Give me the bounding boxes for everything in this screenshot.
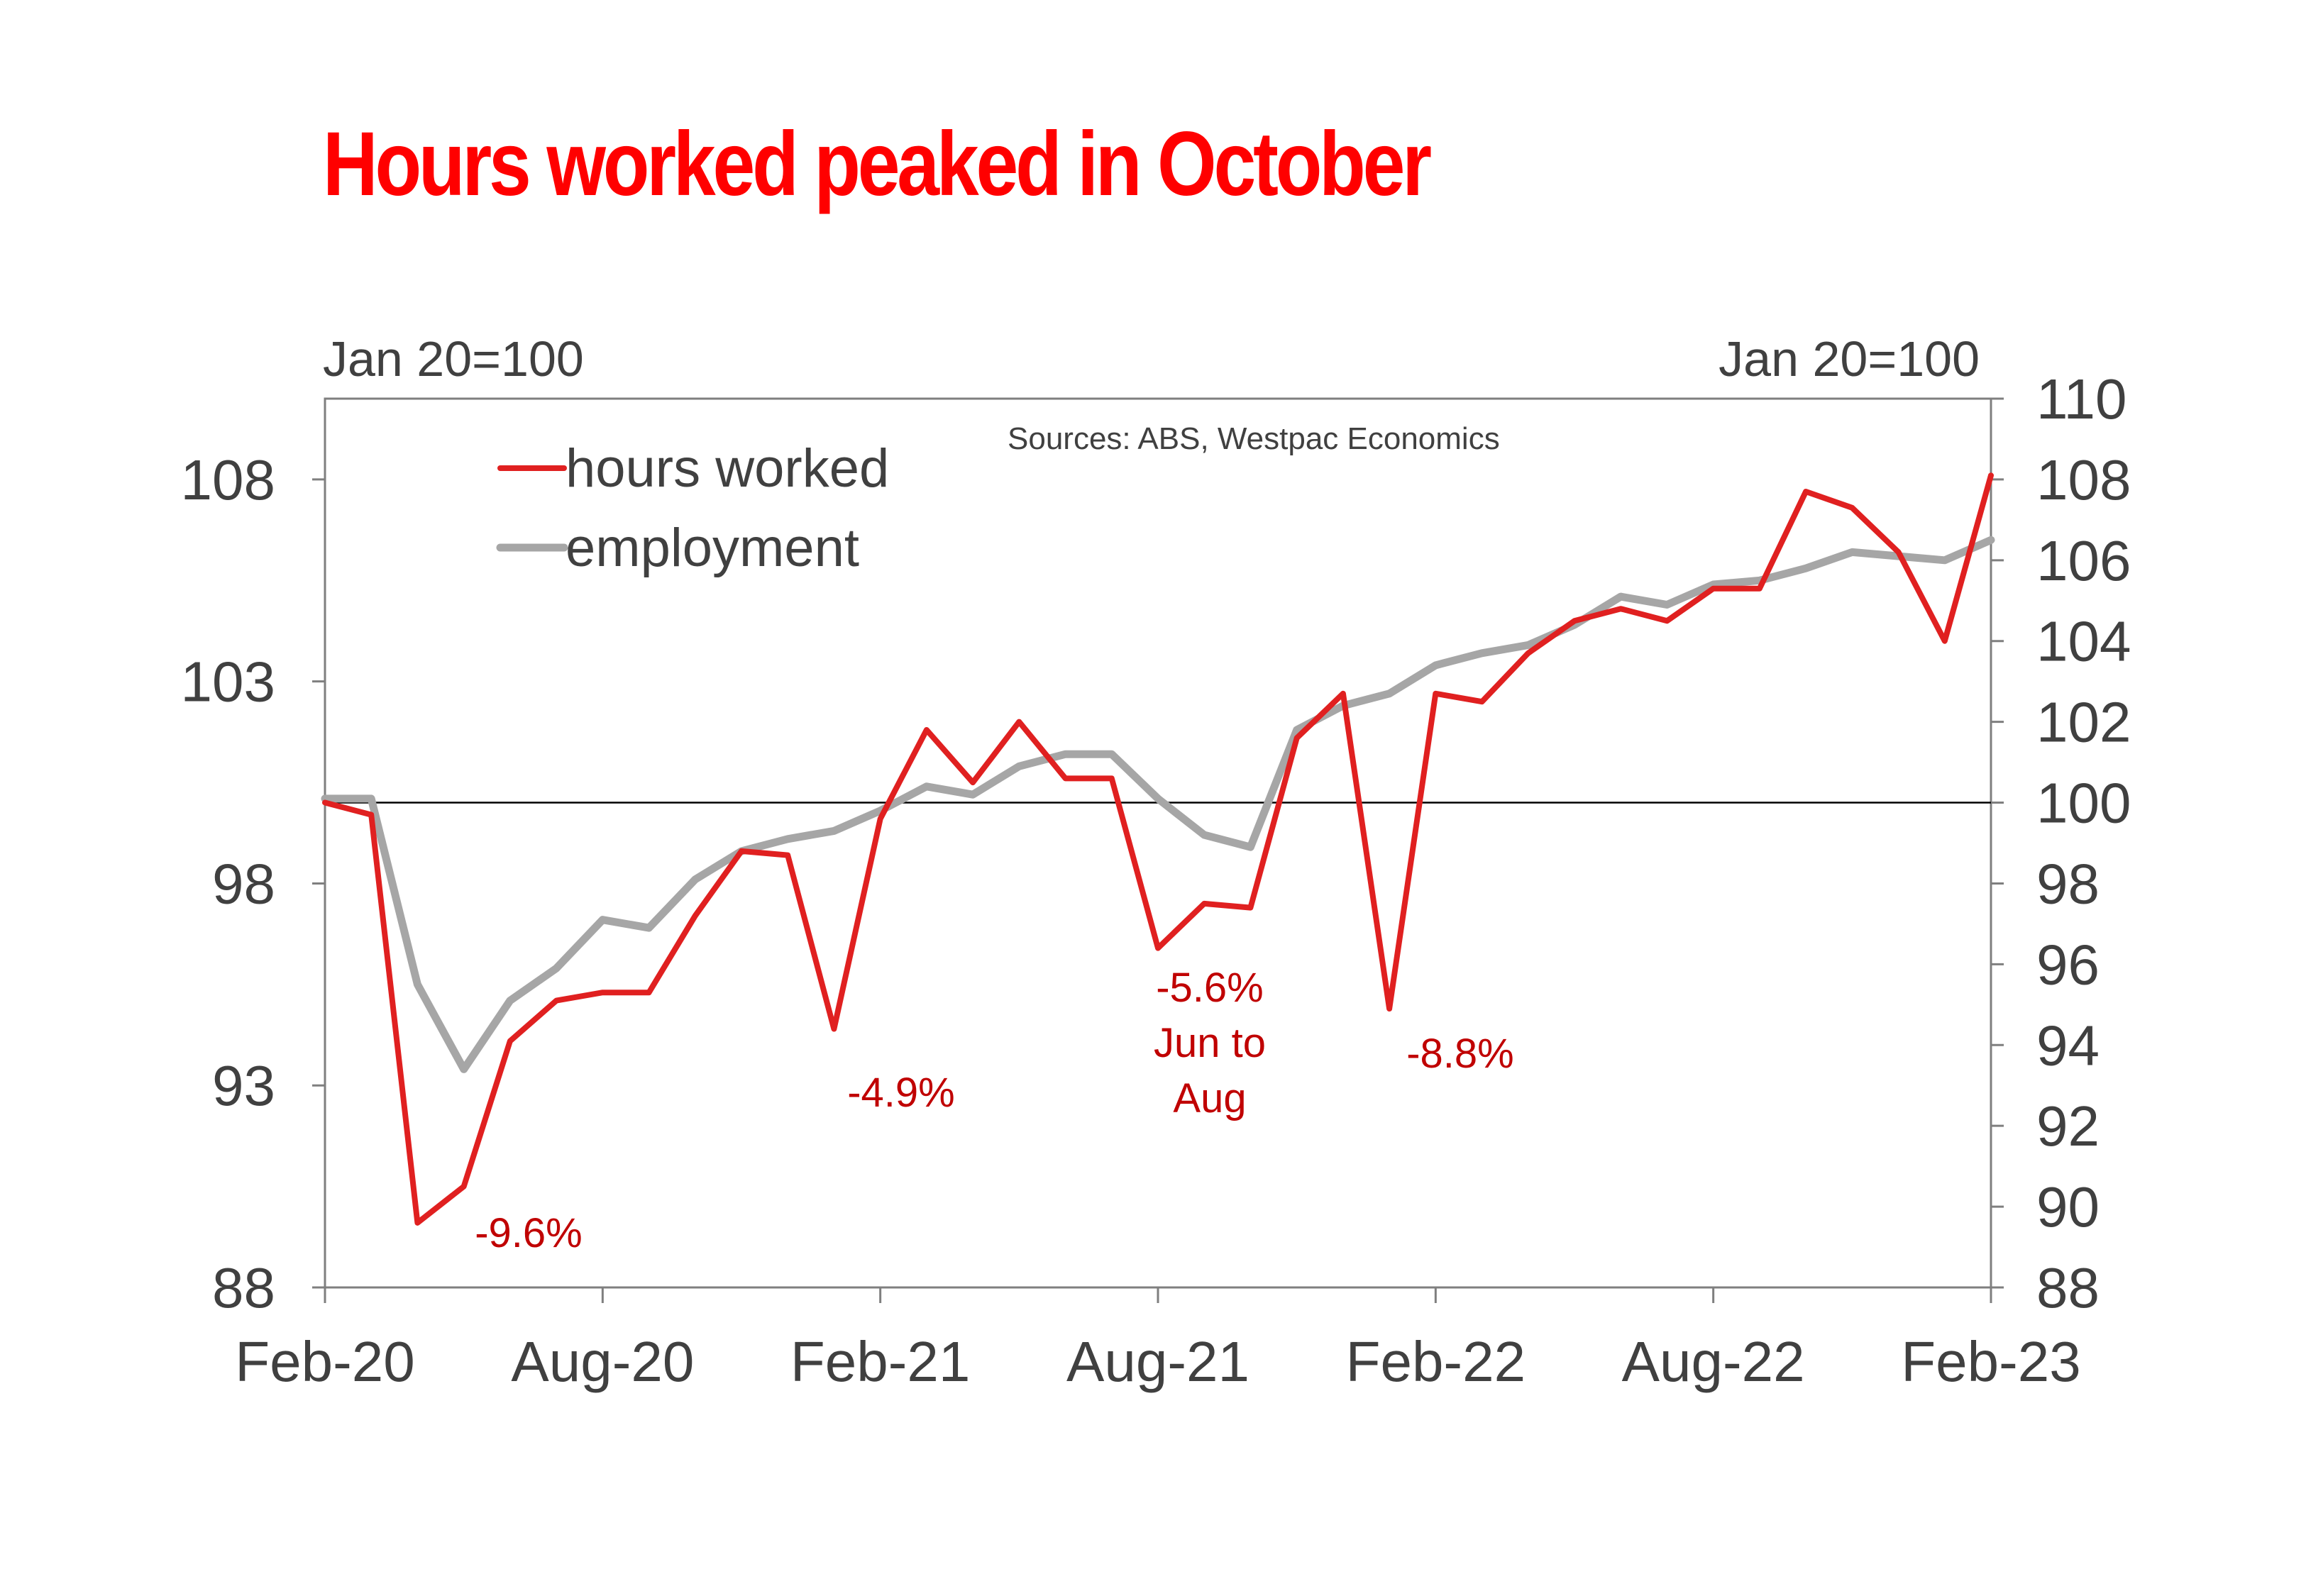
right-tick-label: 92 [2036,1095,2100,1158]
right-tick-label: 106 [2036,529,2131,592]
x-tick-label: Feb-22 [1346,1330,1526,1393]
right-tick-label: 88 [2036,1256,2100,1319]
right-tick-label: 96 [2036,933,2100,996]
x-tick-label: Feb-21 [790,1330,970,1393]
x-tick-label: Aug-21 [1066,1330,1249,1393]
annotation-label: -8.8% [1406,1031,1514,1077]
x-tick-label: Aug-20 [511,1330,694,1393]
right-tick-label: 90 [2036,1175,2100,1238]
left-tick-label: 98 [212,852,275,915]
annotation-label: Aug [1173,1075,1246,1121]
left-tick-label: 93 [212,1054,275,1117]
left-tick-label: 88 [212,1256,275,1319]
right-tick-label: 104 [2036,610,2131,673]
source-note: Sources: ABS, Westpac Economics [1008,421,1500,456]
x-tick-label: Aug-22 [1622,1330,1805,1393]
right-tick-label: 100 [2036,772,2131,835]
series-line-hours-worked [322,472,1994,1226]
x-tick-label: Feb-23 [1901,1330,2080,1393]
right-tick-label: 102 [2036,691,2131,754]
left-tick-label: 103 [181,650,275,714]
left-axis-unit-label: Jan 20=100 [323,331,584,387]
series-line-employment [321,536,1995,1073]
legend-label-employment: employment [566,518,859,578]
x-tick-label: Feb-20 [235,1330,414,1393]
right-tick-label: 108 [2036,448,2131,511]
left-tick-label: 108 [181,448,275,511]
right-tick-label: 110 [2036,367,2127,431]
right-tick-label: 98 [2036,852,2100,915]
annotation-label: -9.6% [475,1210,583,1256]
chart-title: Hours worked peaked in October [323,113,1432,215]
right-tick-label: 94 [2036,1014,2100,1077]
right-axis-unit-label: Jan 20=100 [1719,331,1980,387]
legend-label-hours-worked: hours worked [566,438,889,499]
annotation-label: Jun to [1154,1020,1266,1066]
annotation-label: -5.6% [1156,965,1264,1011]
annotation-label: -4.9% [847,1070,955,1116]
